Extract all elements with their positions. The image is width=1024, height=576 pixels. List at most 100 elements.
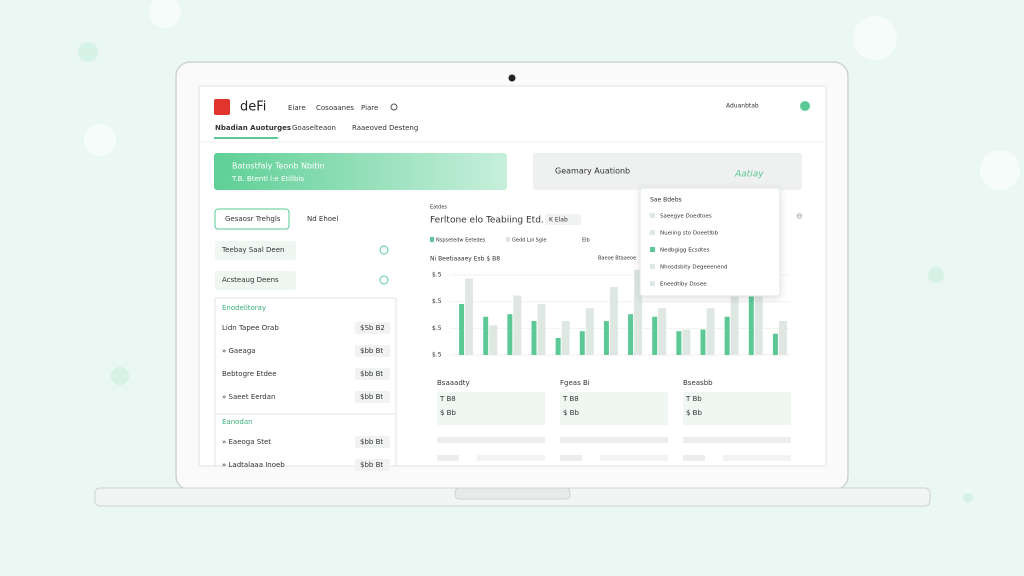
- bar: [748, 295, 754, 355]
- item-label[interactable]: » Ladtalaaa Inoeb: [222, 461, 285, 469]
- item-value: $bb Bt: [360, 393, 383, 401]
- banner-subtitle: T.B. Btentl l:e Etillbis: [231, 175, 304, 183]
- bar: [579, 331, 585, 355]
- card-box: [437, 392, 545, 425]
- item-value: $bb Bt: [360, 438, 383, 446]
- placeholder: [477, 455, 545, 461]
- button-label[interactable]: Gesaosr Trehgls: [225, 215, 281, 223]
- card-title: Bseasbb: [683, 379, 713, 387]
- placeholder: [683, 437, 791, 443]
- value-pill: [355, 345, 390, 357]
- link-bg[interactable]: [215, 241, 296, 260]
- bar: [676, 331, 682, 355]
- item-label[interactable]: Lidn Tapee Orab: [222, 324, 279, 332]
- item-label[interactable]: » Eaeoga Stet: [222, 438, 271, 446]
- nav-link[interactable]: Cosoaanes: [316, 104, 354, 112]
- menu-item[interactable]: Nueiing sto Doeetlbb: [660, 231, 718, 237]
- tab[interactable]: Goaselteaon: [292, 124, 336, 132]
- bar: [652, 316, 658, 355]
- bar: [489, 325, 498, 355]
- menu-item[interactable]: Nedbgigg Ecsdtes: [660, 248, 710, 254]
- group-title: Enodelitoray: [222, 304, 266, 312]
- summary-title: Geamary Auationb: [555, 167, 630, 176]
- banner-title: Batostfaly Teonb Nbitin: [232, 162, 325, 171]
- tab[interactable]: Nbadian Auoturges: [215, 124, 291, 132]
- bar: [634, 270, 643, 355]
- bar: [628, 314, 634, 355]
- link[interactable]: Teebay Saal Deen: [221, 246, 284, 254]
- bar: [561, 321, 570, 355]
- button[interactable]: [214, 208, 290, 230]
- card-value: T B8: [439, 395, 456, 403]
- card-sub: $ Bb: [440, 409, 456, 417]
- item-label[interactable]: » Saeet Eerdan: [222, 393, 275, 401]
- item-value: $bb Bt: [360, 370, 383, 378]
- legend-swatch: [430, 237, 434, 242]
- card-value: T B8: [562, 395, 579, 403]
- item-value: $bb Bt: [360, 461, 383, 469]
- menu-icon[interactable]: [650, 281, 655, 286]
- item-label[interactable]: Bebtogre Etdee: [222, 370, 277, 378]
- bar: [772, 333, 778, 355]
- legend-label: Nspsetedw Eetedes: [436, 238, 486, 244]
- filter-label[interactable]: K Elab: [549, 217, 568, 224]
- card-sub: $ Bb: [686, 409, 702, 417]
- value-pill: [355, 436, 390, 448]
- placeholder: [437, 437, 545, 443]
- menu-icon[interactable]: [650, 264, 655, 269]
- bar: [706, 308, 715, 355]
- placeholder: [560, 455, 582, 461]
- bar: [700, 329, 706, 355]
- bar: [658, 308, 667, 355]
- nav-link[interactable]: Piare: [361, 104, 378, 112]
- value-pill: [355, 391, 390, 403]
- chart-note: Baeoe Btaaeoe: [598, 256, 636, 262]
- bar: [531, 321, 537, 355]
- placeholder: [683, 455, 705, 461]
- filter[interactable]: [545, 214, 581, 225]
- bar: [730, 291, 739, 355]
- y-label: $.5: [432, 272, 442, 279]
- account[interactable]: Aduanbtab: [726, 103, 759, 110]
- bar: [483, 316, 489, 355]
- card-title: Bsaaadty: [437, 379, 470, 387]
- search-icon[interactable]: [390, 103, 398, 111]
- value-pill: [355, 459, 390, 471]
- menu: [639, 187, 781, 297]
- bar: [555, 338, 561, 355]
- card-box: [560, 392, 668, 425]
- button-label[interactable]: Nd Ehoel: [307, 215, 338, 223]
- link-icon[interactable]: [379, 245, 389, 255]
- chart-title: Ferltone elo Teabiing Etd.: [430, 216, 544, 226]
- nav-link[interactable]: Eiare: [288, 104, 306, 112]
- link[interactable]: Acsteaug Deens: [222, 276, 279, 284]
- section-label: Eatdes: [430, 205, 447, 211]
- bar: [682, 329, 691, 355]
- menu-icon[interactable]: [650, 230, 655, 235]
- card-box: [683, 392, 791, 425]
- y-label: $.5: [432, 298, 442, 305]
- menu-icon[interactable]: [650, 213, 655, 218]
- bar: [465, 278, 474, 355]
- chart-subtitle: Ni Beetiaaaey Esb $ B8: [430, 256, 500, 263]
- tab[interactable]: Raaeoved Desteng: [352, 124, 418, 132]
- bar: [513, 295, 522, 355]
- bar: [585, 308, 594, 355]
- bar: [778, 321, 787, 355]
- item-label[interactable]: » Gaeaga: [222, 347, 256, 355]
- item-value: $Sb B2: [360, 324, 385, 332]
- link-icon[interactable]: [379, 275, 389, 285]
- avatar[interactable]: [800, 101, 810, 111]
- menu-item[interactable]: Saeegye Doedtoes: [660, 214, 712, 220]
- placeholder: [560, 437, 668, 443]
- link-bg[interactable]: [215, 271, 296, 290]
- menu-item[interactable]: Eneedtiby Dosee: [660, 282, 707, 288]
- decorations: [78, 0, 1020, 503]
- menu-icon[interactable]: [650, 247, 655, 252]
- icon[interactable]: ⊖: [796, 212, 803, 221]
- card-value: T Bb: [685, 395, 702, 403]
- placeholder: [437, 455, 459, 461]
- bar: [754, 282, 763, 355]
- menu-item[interactable]: Nhosdsbity Degeeenend: [660, 265, 727, 271]
